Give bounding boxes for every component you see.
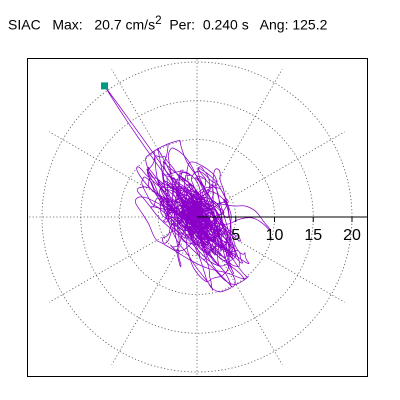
radial-tick-label-20: 20 — [343, 227, 361, 244]
max-point-marker — [101, 82, 109, 90]
particle-motion-trace — [104, 85, 271, 293]
angle-label: Ang: — [259, 16, 289, 33]
period-value: 0.240 s — [202, 16, 249, 33]
grid-spoke-210 — [49, 216, 198, 303]
chart-title: SIAC Max: 20.7 cm/s2 Per: 0.240 s Ang: 1… — [8, 14, 327, 33]
max-unit: cm/s — [125, 16, 156, 33]
max-label: Max: — [52, 16, 83, 33]
max-marker-layer — [101, 82, 109, 90]
radial-tick-label-5: 5 — [231, 227, 240, 244]
grid-spoke-150 — [49, 131, 198, 218]
grid-spoke-120 — [111, 69, 198, 218]
max-unit-exponent: 2 — [155, 14, 162, 27]
radial-tick-label-10: 10 — [266, 227, 284, 244]
radial-axis: 5 10 15 20 — [197, 216, 367, 244]
plot-frame — [27, 58, 368, 377]
trace-path — [134, 139, 271, 293]
max-value: 20.7 — [94, 16, 122, 33]
station-code: SIAC — [8, 16, 41, 33]
radial-tick-label-15: 15 — [304, 227, 322, 244]
grid-spoke-30 — [196, 131, 345, 218]
grid-spoke-330 — [196, 216, 345, 303]
grid-spoke-60 — [196, 69, 283, 218]
grid-spoke-240 — [111, 216, 198, 365]
angle-value: 125.2 — [292, 16, 328, 33]
period-label: Per: — [169, 16, 196, 33]
grid-spoke-300 — [196, 216, 283, 365]
